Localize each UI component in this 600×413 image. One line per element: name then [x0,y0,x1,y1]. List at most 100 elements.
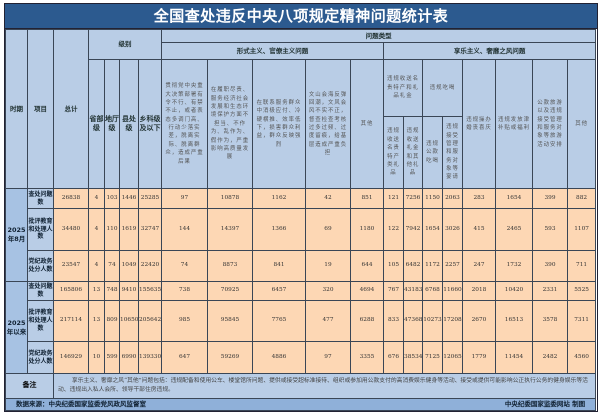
value-cell: 105 [383,250,404,282]
value-cell: 165806 [53,281,89,301]
header-level-provincial: 省部级 [88,59,105,189]
value-cell: 7125 [422,341,443,374]
note-text: 享乐主义、奢靡之风“其他”问题包括：违规配备和使用公车、楼堂馆所问题、提供或接受… [52,373,597,399]
header-hedonism: 享乐主义、奢靡之风问题 [382,42,597,60]
value-cell: 11454 [495,341,533,374]
value-cell: 6990 [119,341,139,374]
value-cell: 4 [88,250,105,282]
value-cell: 4694 [350,281,384,301]
value-cell: 144 [161,208,208,251]
value-cell: 10273 [422,300,443,342]
value-cell: 205642 [138,300,162,342]
value-cell: 13 [88,281,105,301]
value-cell: 767 [383,281,404,301]
value-cell: 4560 [566,341,597,374]
value-cell: 70925 [207,281,253,301]
value-cell: 122 [383,208,404,251]
value-cell: 22420 [138,250,162,282]
value-cell: 4886 [252,341,306,374]
value-cell: 1654 [495,188,533,209]
value-cell: 139330 [138,341,162,374]
value-cell: 26838 [53,188,89,209]
value-cell: 2257 [442,250,463,282]
value-cell: 1446 [119,188,139,209]
value-cell: 1654 [422,208,443,251]
header-level-bureau: 地厅级 [104,59,120,189]
value-cell: 599 [104,341,120,374]
value-cell: 644 [350,250,384,282]
value-cell: 2482 [532,341,568,374]
header-hedonism-other: 其他 [566,59,597,189]
value-cell: 95845 [207,300,253,342]
value-cell: 5525 [566,281,597,301]
period-cell: 2025年以来 [5,281,28,374]
value-cell: 6768 [422,281,443,301]
value-cell: 6482 [403,250,423,282]
value-cell: 1107 [566,208,597,251]
value-cell: 841 [252,250,306,282]
item-cell: 批评教育和处理人数 [27,208,54,251]
value-cell: 13 [88,300,105,342]
page-title: 全国查处违反中央八项规定精神问题统计表 [5,4,597,29]
value-cell: 146929 [53,341,89,374]
value-cell: 2018 [462,281,496,301]
value-cell: 97 [161,188,208,209]
value-cell: 47368 [403,300,423,342]
value-cell: 42 [305,188,351,209]
value-cell: 6457 [252,281,306,301]
value-cell: 809 [104,300,120,342]
header-formalism-col-4: 文山会海反弹回潮，文风会风不实不正，督查检查考核过多过频、过度留痕，给基层造成严… [305,59,351,189]
item-cell: 查处问题数 [27,281,54,301]
table-row: 批评教育和处理人数 34480 4 110 1619 32747 144 14397 1366 6… [6,208,597,251]
value-cell: 985 [161,300,208,342]
header-formalism-col-3: 在联系服务群众中消极应付、冷硬横推、效率低下，损害群众利益，群众反映强烈 [252,59,306,189]
value-cell: 4 [88,208,105,251]
header-formalism-other: 其他 [350,59,384,189]
header-weddings: 违规操办婚丧喜庆 [462,59,496,189]
header-subsidies: 违规发放津补贴或福利 [495,59,533,189]
value-cell: 23547 [53,250,89,282]
value-cell: 3026 [442,208,463,251]
stats-table: 时期 项目 总计 级别 问题类型 形式主义、官僚主义问题 享乐主义、奢靡之风问题… [4,29,597,411]
value-cell: 8873 [207,250,253,282]
value-cell: 1619 [119,208,139,251]
value-cell: 2063 [442,188,463,209]
value-cell: 7256 [403,188,423,209]
table-row: 党纪政务处分人数 23547 4 74 1049 22420 74 8873 841 19 644 1… [6,250,597,282]
header-gifts-specialty: 违规收送名贵特产类礼品 [383,116,404,189]
value-cell: 74 [104,250,120,282]
value-cell: 69 [305,208,351,251]
value-cell: 9410 [119,281,139,301]
value-cell: 59269 [207,341,253,374]
value-cell: 10650 [119,300,139,342]
value-cell: 2465 [495,208,533,251]
table-row: 批评教育和处理人数 217114 13 809 10650 205642 985 95845 7… [6,300,597,342]
value-cell: 2331 [532,281,568,301]
value-cell: 1049 [119,250,139,282]
value-cell: 1732 [495,250,533,282]
note-label: 备注 [5,373,54,399]
table-row: 党纪政务处分人数 146929 10 599 6990 139330 647 59269 488… [6,341,597,374]
table-row: 2025年8月 查处问题数 26838 4 103 1446 25285 97 10878 116… [5,188,597,282]
value-cell: 16513 [495,300,533,342]
value-cell: 1162 [252,188,306,209]
value-cell: 415 [462,208,496,251]
header-gifts: 违规收送名贵特产和礼品礼金 [383,59,423,117]
value-cell: 25285 [138,188,162,209]
value-cell: 851 [350,188,384,209]
header-item: 项目 [27,29,54,189]
value-cell: 17208 [442,300,463,342]
value-cell: 12065 [442,341,463,374]
header-problem-type: 问题类型 [160,29,597,43]
value-cell: 1779 [462,341,496,374]
value-cell: 2670 [462,300,496,342]
item-cell: 党纪政务处分人数 [27,341,54,374]
value-cell: 390 [532,250,568,282]
value-cell: 4 [88,188,105,209]
value-cell: 7311 [566,300,597,342]
value-cell: 1366 [252,208,306,251]
period-cell: 2025年8月 [5,188,28,282]
header-travel: 公款旅游以及违规接受管理和服务对象等旅游活动安排 [532,59,568,189]
header-total: 总计 [53,29,89,189]
value-cell: 10420 [495,281,533,301]
